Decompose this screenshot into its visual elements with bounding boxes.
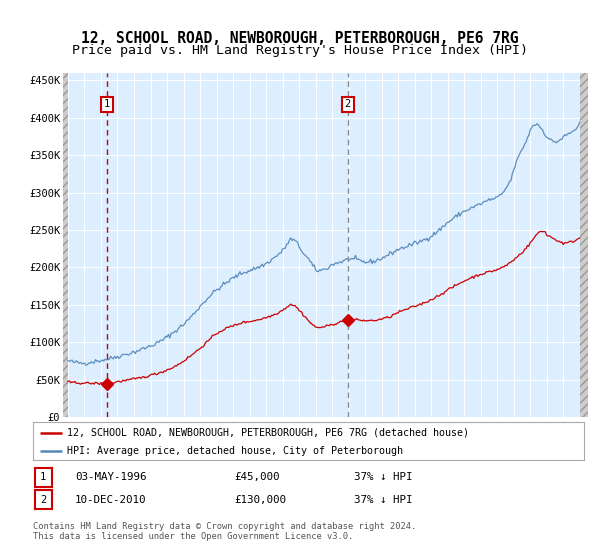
Text: Contains HM Land Registry data © Crown copyright and database right 2024.
This d: Contains HM Land Registry data © Crown c… (33, 522, 416, 542)
Text: 1: 1 (40, 472, 46, 482)
Text: 10-DEC-2010: 10-DEC-2010 (75, 494, 146, 505)
Text: Price paid vs. HM Land Registry's House Price Index (HPI): Price paid vs. HM Land Registry's House … (72, 44, 528, 57)
Text: 37% ↓ HPI: 37% ↓ HPI (354, 472, 413, 482)
Text: 37% ↓ HPI: 37% ↓ HPI (354, 494, 413, 505)
Text: 2: 2 (344, 99, 351, 109)
Text: 1: 1 (104, 99, 110, 109)
Text: 2: 2 (40, 494, 46, 505)
Text: 12, SCHOOL ROAD, NEWBOROUGH, PETERBOROUGH, PE6 7RG (detached house): 12, SCHOOL ROAD, NEWBOROUGH, PETERBOROUG… (67, 427, 469, 437)
Bar (63, 73, 68, 417)
Bar (580, 73, 588, 417)
Text: 12, SCHOOL ROAD, NEWBOROUGH, PETERBOROUGH, PE6 7RG: 12, SCHOOL ROAD, NEWBOROUGH, PETERBOROUG… (81, 31, 519, 45)
Text: 03-MAY-1996: 03-MAY-1996 (75, 472, 146, 482)
Text: £130,000: £130,000 (234, 494, 286, 505)
Text: £45,000: £45,000 (234, 472, 280, 482)
Text: HPI: Average price, detached house, City of Peterborough: HPI: Average price, detached house, City… (67, 446, 403, 456)
